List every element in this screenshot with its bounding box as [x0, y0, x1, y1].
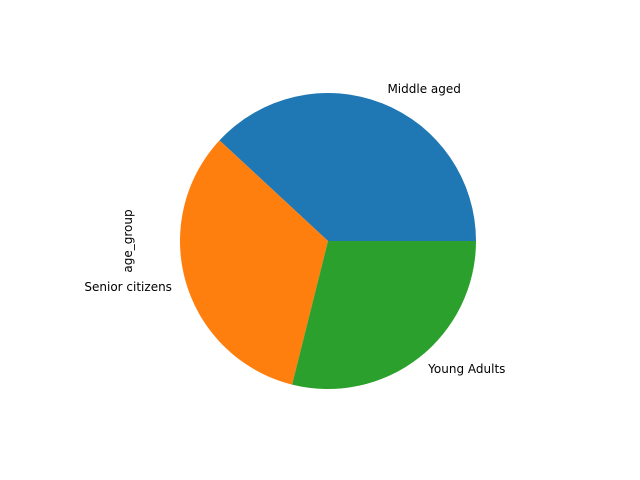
pie-label-middle-aged: Middle aged — [387, 82, 460, 96]
pie-slice-middle-aged — [219, 93, 477, 241]
pie-slice-young-adults — [292, 241, 476, 390]
y-axis-label: age_group — [121, 209, 135, 272]
pie-slices — [180, 93, 477, 390]
pie-slice-senior-citizens — [180, 140, 328, 385]
pie-labels: Middle aged Senior citizens Young Adults — [84, 82, 505, 376]
pie-label-young-adults: Young Adults — [427, 362, 505, 376]
pie-label-senior-citizens: Senior citizens — [84, 280, 172, 294]
